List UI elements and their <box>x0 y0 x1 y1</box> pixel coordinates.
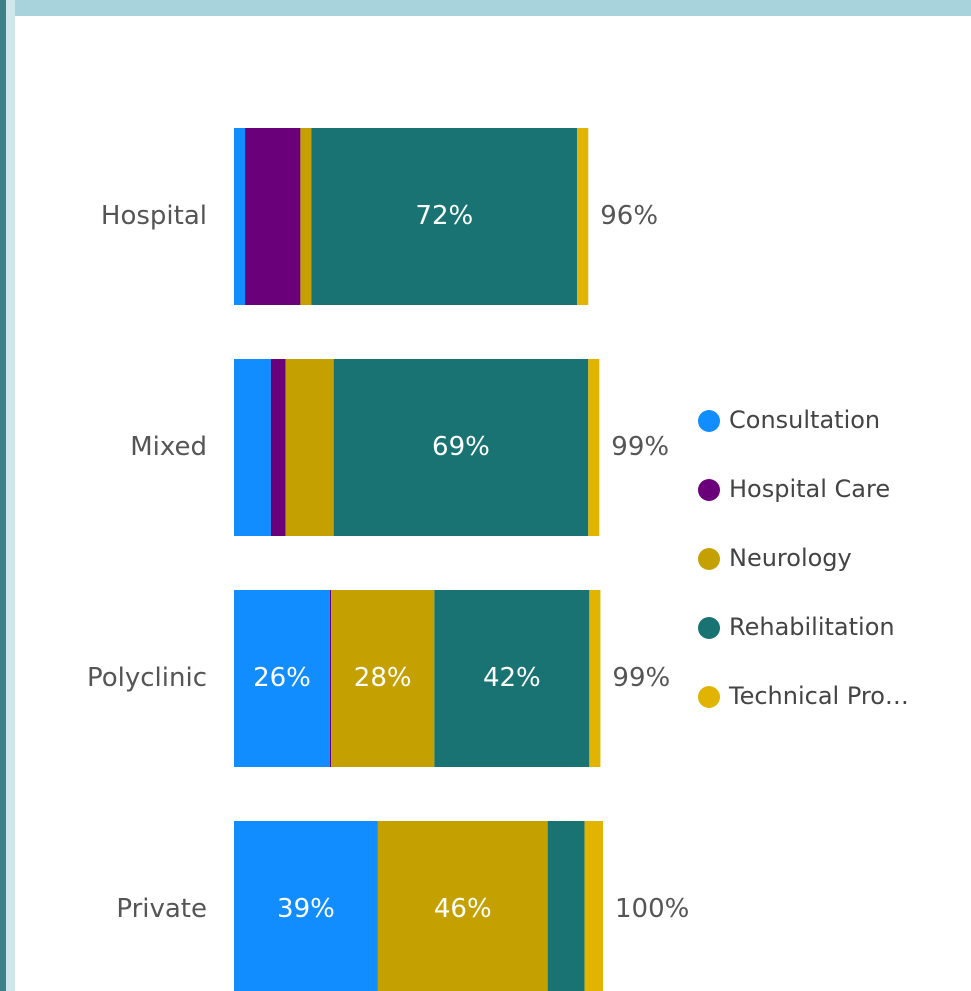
y-tick-label: Private <box>116 894 207 924</box>
legend-label: Rehabilitation <box>729 613 895 641</box>
total-label: 99% <box>612 663 670 693</box>
top-border <box>0 0 971 16</box>
legend-marker <box>698 410 720 432</box>
bar-segment <box>329 590 332 767</box>
bar-segment <box>584 821 603 991</box>
bar-segment <box>588 359 600 536</box>
legend-label: Neurology <box>729 544 852 572</box>
legend-label: Technical Pro… <box>728 682 909 710</box>
bar-segment <box>245 128 301 305</box>
bar-segment <box>285 359 334 536</box>
data-label: 26% <box>253 663 311 693</box>
y-tick-label: Hospital <box>101 201 207 231</box>
bar-segment <box>589 590 601 767</box>
data-label: 46% <box>434 894 492 924</box>
bar-segment <box>331 590 435 767</box>
bar-segment <box>311 128 578 305</box>
legend-marker <box>698 617 720 639</box>
left-edge <box>0 0 6 991</box>
y-tick-label: Mixed <box>130 432 207 462</box>
bar-segment <box>434 590 590 767</box>
bar-segment <box>577 128 589 305</box>
total-label: 99% <box>611 432 669 462</box>
total-label: 96% <box>600 201 658 231</box>
bar-segment <box>270 359 286 536</box>
total-label: 100% <box>615 894 689 924</box>
bar-segment <box>333 359 589 536</box>
data-label: 28% <box>354 663 412 693</box>
data-label: 69% <box>432 432 490 462</box>
legend-marker <box>698 686 720 708</box>
legend-marker <box>698 548 720 570</box>
bar-segment <box>547 821 585 991</box>
bar-segment <box>234 821 378 991</box>
legend-label: Hospital Care <box>729 475 890 503</box>
bar-segment <box>377 821 548 991</box>
bar-segment <box>234 128 246 305</box>
bar-segment <box>300 128 312 305</box>
bar-segment <box>234 359 271 536</box>
bar-segment <box>234 590 330 767</box>
y-tick-label: Polyclinic <box>87 663 207 693</box>
data-label: 39% <box>277 894 335 924</box>
legend-marker <box>698 479 720 501</box>
data-label: 42% <box>483 663 541 693</box>
legend-label: Consultation <box>729 406 880 434</box>
data-label: 72% <box>415 201 473 231</box>
